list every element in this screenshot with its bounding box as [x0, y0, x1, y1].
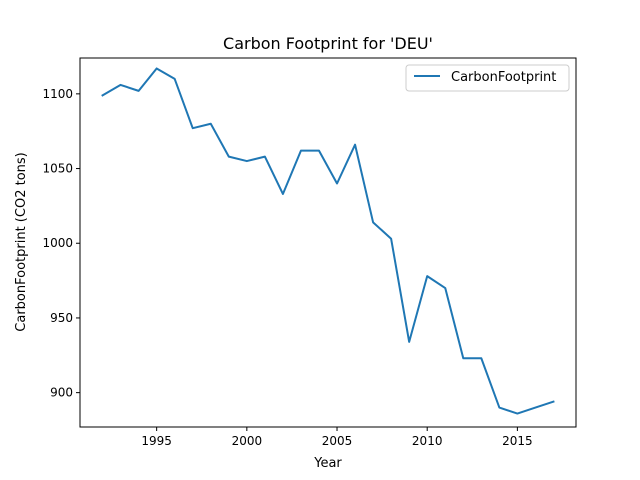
x-tick-label: 1995: [141, 434, 172, 448]
y-tick-label: 1050: [42, 162, 73, 176]
y-tick-label: 1000: [42, 236, 73, 250]
x-tick-label: 2015: [502, 434, 533, 448]
y-axis: 900 950 1000 1050 1100: [42, 87, 80, 400]
x-tick-label: 2000: [232, 434, 263, 448]
x-tick-label: 2005: [322, 434, 353, 448]
chart-title: Carbon Footprint for 'DEU': [223, 34, 433, 53]
x-tick-label: 2010: [412, 434, 443, 448]
legend-box: [405, 64, 570, 92]
plot-area: [101, 67, 555, 415]
x-axis-label: Year: [313, 456, 342, 471]
y-tick-label: 950: [50, 311, 73, 325]
y-axis-label: CarbonFootprint (CO2 tons): [14, 152, 29, 331]
y-tick-label: 1100: [42, 87, 73, 101]
axes-frame: [79, 57, 577, 428]
legend-label: CarbonFootprint: [451, 70, 556, 85]
x-axis: 1995 2000 2005 2010 2015: [141, 427, 533, 448]
y-tick-label: 900: [50, 386, 73, 400]
legend: CarbonFootprint: [405, 64, 570, 92]
series-line-0: [101, 67, 555, 415]
